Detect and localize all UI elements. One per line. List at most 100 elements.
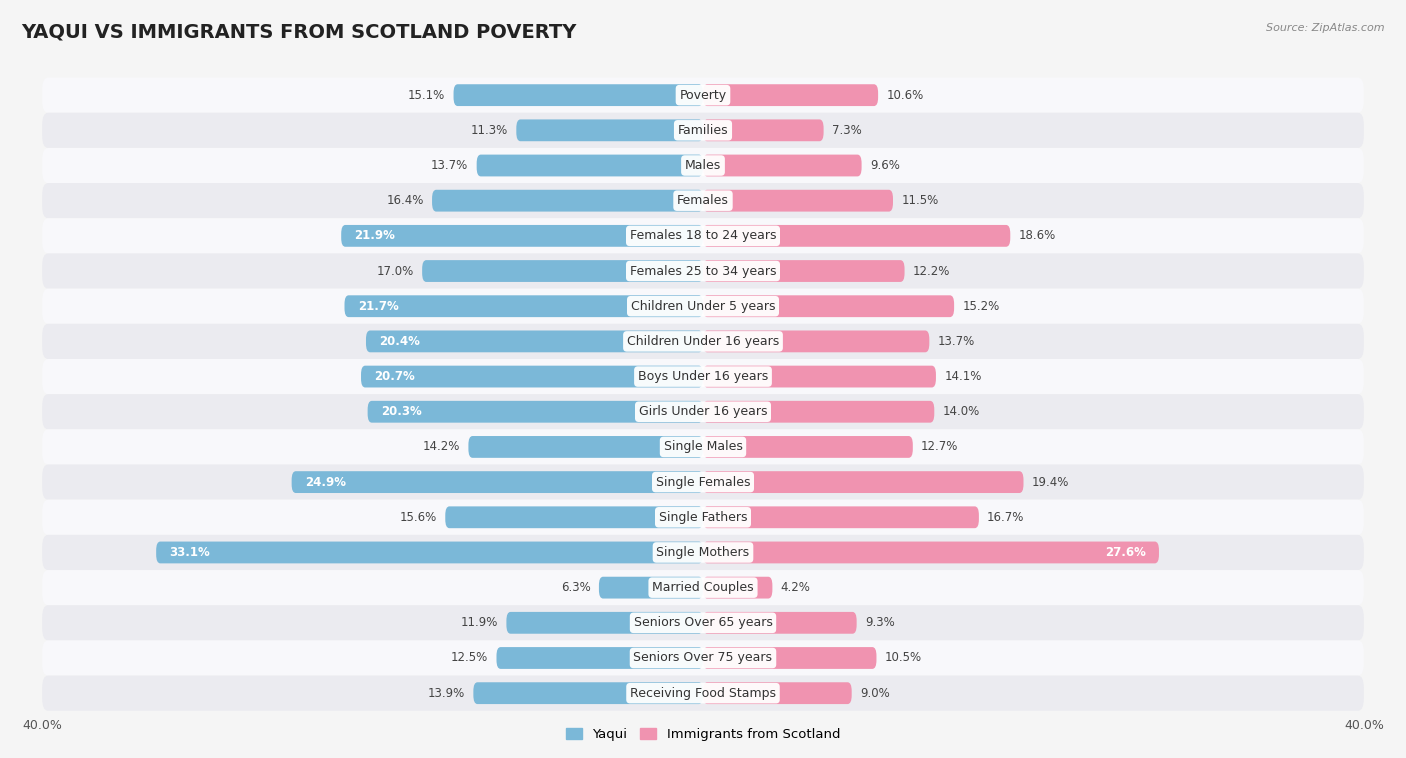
FancyBboxPatch shape <box>496 647 703 669</box>
FancyBboxPatch shape <box>42 183 1364 218</box>
Text: 20.3%: 20.3% <box>381 406 422 418</box>
Text: 10.6%: 10.6% <box>886 89 924 102</box>
Text: 13.7%: 13.7% <box>432 159 468 172</box>
Text: 10.5%: 10.5% <box>884 651 922 665</box>
Text: 11.5%: 11.5% <box>901 194 938 207</box>
FancyBboxPatch shape <box>703 120 824 141</box>
Text: Girls Under 16 years: Girls Under 16 years <box>638 406 768 418</box>
Text: 33.1%: 33.1% <box>169 546 209 559</box>
FancyBboxPatch shape <box>516 120 703 141</box>
Text: YAQUI VS IMMIGRANTS FROM SCOTLAND POVERTY: YAQUI VS IMMIGRANTS FROM SCOTLAND POVERT… <box>21 23 576 42</box>
FancyBboxPatch shape <box>703 471 1024 493</box>
Text: 6.3%: 6.3% <box>561 581 591 594</box>
FancyBboxPatch shape <box>703 506 979 528</box>
Text: 11.3%: 11.3% <box>471 124 508 137</box>
FancyBboxPatch shape <box>42 605 1364 641</box>
FancyBboxPatch shape <box>291 471 703 493</box>
Text: Seniors Over 75 years: Seniors Over 75 years <box>634 651 772 665</box>
FancyBboxPatch shape <box>703 155 862 177</box>
Text: 14.1%: 14.1% <box>945 370 981 383</box>
Text: 24.9%: 24.9% <box>305 475 346 489</box>
Text: Females 18 to 24 years: Females 18 to 24 years <box>630 230 776 243</box>
Text: Families: Families <box>678 124 728 137</box>
FancyBboxPatch shape <box>599 577 703 599</box>
Text: 9.0%: 9.0% <box>860 687 890 700</box>
FancyBboxPatch shape <box>42 253 1364 289</box>
FancyBboxPatch shape <box>477 155 703 177</box>
FancyBboxPatch shape <box>42 535 1364 570</box>
Text: 12.7%: 12.7% <box>921 440 959 453</box>
Text: Males: Males <box>685 159 721 172</box>
Text: 19.4%: 19.4% <box>1032 475 1069 489</box>
Legend: Yaqui, Immigrants from Scotland: Yaqui, Immigrants from Scotland <box>565 728 841 741</box>
Text: Boys Under 16 years: Boys Under 16 years <box>638 370 768 383</box>
FancyBboxPatch shape <box>432 190 703 211</box>
FancyBboxPatch shape <box>42 465 1364 500</box>
FancyBboxPatch shape <box>506 612 703 634</box>
Text: 20.4%: 20.4% <box>380 335 420 348</box>
Text: 15.6%: 15.6% <box>399 511 437 524</box>
Text: 15.2%: 15.2% <box>962 299 1000 313</box>
FancyBboxPatch shape <box>42 641 1364 675</box>
FancyBboxPatch shape <box>344 296 703 317</box>
Text: 21.7%: 21.7% <box>357 299 398 313</box>
FancyBboxPatch shape <box>342 225 703 247</box>
Text: 14.2%: 14.2% <box>423 440 460 453</box>
Text: 12.5%: 12.5% <box>451 651 488 665</box>
FancyBboxPatch shape <box>703 365 936 387</box>
FancyBboxPatch shape <box>42 148 1364 183</box>
Text: 14.0%: 14.0% <box>942 406 980 418</box>
Text: Single Males: Single Males <box>664 440 742 453</box>
Text: 16.7%: 16.7% <box>987 511 1025 524</box>
Text: 11.9%: 11.9% <box>461 616 498 629</box>
FancyBboxPatch shape <box>422 260 703 282</box>
Text: Poverty: Poverty <box>679 89 727 102</box>
Text: 9.3%: 9.3% <box>865 616 894 629</box>
FancyBboxPatch shape <box>703 401 934 423</box>
FancyBboxPatch shape <box>703 296 955 317</box>
FancyBboxPatch shape <box>42 394 1364 429</box>
Text: 9.6%: 9.6% <box>870 159 900 172</box>
Text: 13.7%: 13.7% <box>938 335 974 348</box>
Text: Receiving Food Stamps: Receiving Food Stamps <box>630 687 776 700</box>
FancyBboxPatch shape <box>703 577 772 599</box>
FancyBboxPatch shape <box>454 84 703 106</box>
FancyBboxPatch shape <box>42 289 1364 324</box>
FancyBboxPatch shape <box>42 218 1364 253</box>
FancyBboxPatch shape <box>703 84 879 106</box>
FancyBboxPatch shape <box>468 436 703 458</box>
FancyBboxPatch shape <box>42 675 1364 711</box>
FancyBboxPatch shape <box>703 541 1159 563</box>
Text: 20.7%: 20.7% <box>374 370 415 383</box>
Text: Seniors Over 65 years: Seniors Over 65 years <box>634 616 772 629</box>
Text: 21.9%: 21.9% <box>354 230 395 243</box>
Text: 27.6%: 27.6% <box>1105 546 1146 559</box>
FancyBboxPatch shape <box>42 324 1364 359</box>
FancyBboxPatch shape <box>42 77 1364 113</box>
Text: 12.2%: 12.2% <box>912 265 950 277</box>
FancyBboxPatch shape <box>42 500 1364 535</box>
Text: Married Couples: Married Couples <box>652 581 754 594</box>
FancyBboxPatch shape <box>156 541 703 563</box>
Text: Females 25 to 34 years: Females 25 to 34 years <box>630 265 776 277</box>
Text: 18.6%: 18.6% <box>1018 230 1056 243</box>
Text: Children Under 16 years: Children Under 16 years <box>627 335 779 348</box>
FancyBboxPatch shape <box>703 436 912 458</box>
FancyBboxPatch shape <box>366 330 703 352</box>
FancyBboxPatch shape <box>42 359 1364 394</box>
Text: 7.3%: 7.3% <box>832 124 862 137</box>
FancyBboxPatch shape <box>367 401 703 423</box>
FancyBboxPatch shape <box>361 365 703 387</box>
FancyBboxPatch shape <box>703 612 856 634</box>
Text: 4.2%: 4.2% <box>780 581 810 594</box>
FancyBboxPatch shape <box>703 225 1011 247</box>
FancyBboxPatch shape <box>703 190 893 211</box>
FancyBboxPatch shape <box>703 647 876 669</box>
Text: 13.9%: 13.9% <box>427 687 465 700</box>
FancyBboxPatch shape <box>474 682 703 704</box>
FancyBboxPatch shape <box>42 113 1364 148</box>
Text: Single Fathers: Single Fathers <box>659 511 747 524</box>
Text: 17.0%: 17.0% <box>377 265 413 277</box>
FancyBboxPatch shape <box>703 682 852 704</box>
FancyBboxPatch shape <box>703 330 929 352</box>
